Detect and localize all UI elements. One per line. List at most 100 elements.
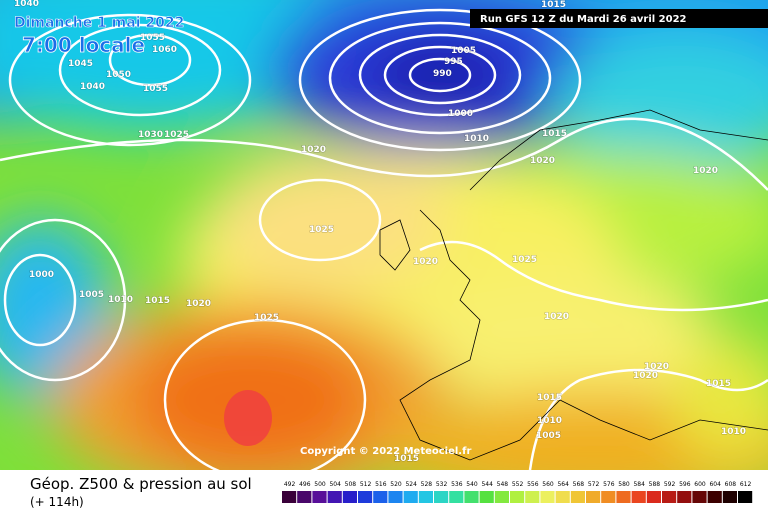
scale-label: 576 xyxy=(603,481,615,488)
isobar-label: 1015 xyxy=(706,379,731,389)
scale-label: 580 xyxy=(618,481,630,488)
scale-swatch xyxy=(282,491,297,503)
isobar-label: 1005 xyxy=(451,46,476,56)
isobar-label: 1020 xyxy=(644,362,669,372)
scale-swatch xyxy=(525,491,540,503)
scale-label: 556 xyxy=(527,481,539,488)
scale-label: 532 xyxy=(436,481,448,488)
isobar-label: 1025 xyxy=(512,255,537,265)
scale-swatch xyxy=(631,491,646,503)
scale-swatch xyxy=(601,491,616,503)
scale-label: 528 xyxy=(421,481,433,488)
isobar-label: 1020 xyxy=(633,371,658,381)
scale-swatch xyxy=(342,491,357,503)
isobar-label: 1005 xyxy=(79,290,104,300)
footer-lead: (+ 114h) xyxy=(30,495,84,509)
scale-swatch xyxy=(297,491,312,503)
scale-swatch xyxy=(570,491,585,503)
time: 7:00 locale xyxy=(22,33,145,57)
scale-swatch xyxy=(555,491,570,503)
isobar-label: 1055 xyxy=(140,33,165,43)
scale-swatch xyxy=(738,491,753,503)
isobar-label: 1020 xyxy=(693,166,718,176)
scale-swatch xyxy=(464,491,479,503)
color-scale: 492 496 500 504 508 512 516 520 524 528 532 536 540 5… xyxy=(282,481,753,503)
scale-label: 604 xyxy=(709,481,721,488)
scale-swatch xyxy=(418,491,433,503)
scale-swatch xyxy=(586,491,601,503)
scale-label: 552 xyxy=(512,481,524,488)
scale-label: 504 xyxy=(329,481,341,488)
scale-swatch xyxy=(388,491,403,503)
isobar-label: 995 xyxy=(444,57,463,67)
scale-swatch xyxy=(662,491,677,503)
scale-swatch xyxy=(327,491,342,503)
isobar-label: 1050 xyxy=(106,70,131,80)
isobar-label: 1055 xyxy=(143,84,168,94)
scale-swatch xyxy=(373,491,388,503)
scale-label: 592 xyxy=(664,481,676,488)
isobar-label: 1020 xyxy=(301,145,326,155)
isobar-label: 1015 xyxy=(145,296,170,306)
isobar-label: 1005 xyxy=(536,431,561,441)
copyright: Copyright © 2022 Meteociel.fr xyxy=(300,446,471,457)
isobar-label: 1020 xyxy=(413,257,438,267)
scale-swatch xyxy=(312,491,327,503)
footer-title: Géop. Z500 & pression au sol xyxy=(30,475,252,493)
isobar-label: 1025 xyxy=(164,130,189,140)
scale-label: 500 xyxy=(314,481,326,488)
isobar-label: 1000 xyxy=(29,270,54,280)
scale-swatch xyxy=(403,491,418,503)
isobar-label: 1015 xyxy=(541,0,566,10)
scale-label: 572 xyxy=(588,481,600,488)
scale-label: 492 xyxy=(284,481,296,488)
scale-swatch xyxy=(494,491,509,503)
scale-swatch xyxy=(479,491,494,503)
scale-label: 588 xyxy=(649,481,661,488)
scale-swatch xyxy=(540,491,555,503)
isobar-lines xyxy=(0,8,768,470)
scale-swatch xyxy=(677,491,692,503)
run-info: Run GFS 12 Z du Mardi 26 avril 2022 xyxy=(480,14,687,25)
isobar-label: 1030 xyxy=(138,130,163,140)
isobar-label: 1000 xyxy=(448,109,473,119)
scale-swatch xyxy=(722,491,737,503)
scale-swatch xyxy=(510,491,525,503)
isobar-label: 1010 xyxy=(108,295,133,305)
scale-swatch xyxy=(616,491,631,503)
isobar-label: 1020 xyxy=(530,156,555,166)
coastlines xyxy=(379,109,768,461)
scale-label: 524 xyxy=(405,481,417,488)
scale-swatch xyxy=(434,491,449,503)
scale-label: 544 xyxy=(481,481,493,488)
run-box xyxy=(470,9,768,28)
scale-label: 516 xyxy=(375,481,387,488)
isobar-label: 1060 xyxy=(152,45,177,55)
isobar-label: 1020 xyxy=(544,312,569,322)
scale-swatch xyxy=(707,491,722,503)
scale-swatch xyxy=(692,491,707,503)
scale-label: 548 xyxy=(497,481,509,488)
isobar-label: 1025 xyxy=(309,225,334,235)
isobar-label: 1025 xyxy=(254,313,279,323)
scale-label: 520 xyxy=(390,481,402,488)
isobar-label: 990 xyxy=(433,69,452,79)
isobar-label: 1010 xyxy=(464,134,489,144)
isobar-label: 1040 xyxy=(14,0,39,9)
scale-swatch xyxy=(449,491,464,503)
date: Dimanche 1 mai 2022 xyxy=(14,15,184,31)
scale-label: 608 xyxy=(725,481,737,488)
isobar-label: 1020 xyxy=(186,299,211,309)
isobar-label: 1010 xyxy=(537,416,562,426)
scale-label: 596 xyxy=(679,481,691,488)
scale-label: 536 xyxy=(451,481,463,488)
scale-label: 560 xyxy=(542,481,554,488)
scale-label: 496 xyxy=(299,481,311,488)
scale-label: 584 xyxy=(633,481,645,488)
isobar-label: 1015 xyxy=(542,129,567,139)
isobar-label: 1015 xyxy=(537,393,562,403)
scale-swatch xyxy=(646,491,661,503)
scale-label: 600 xyxy=(694,481,706,488)
